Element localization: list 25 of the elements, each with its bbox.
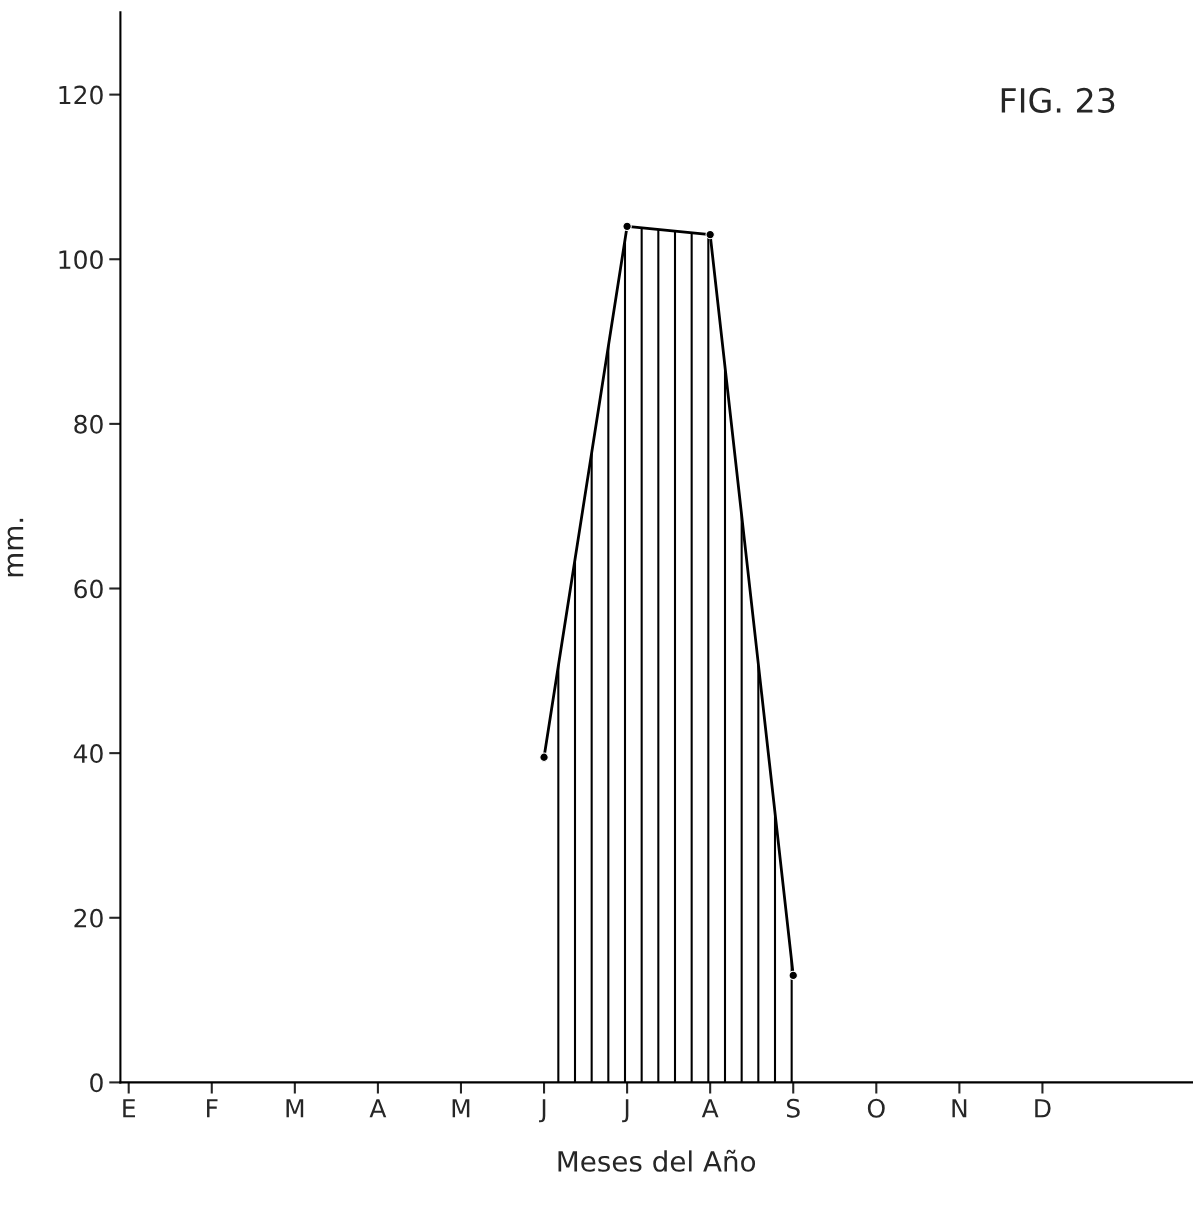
point xyxy=(788,970,798,981)
x-tick-label: O xyxy=(867,1098,885,1118)
annotation: FIG. 23 xyxy=(1001,87,1115,114)
x-axis-title: Meses del Año xyxy=(558,1149,756,1172)
x-tick-label: A xyxy=(701,1099,719,1118)
x-tick-label: A xyxy=(369,1099,387,1118)
x-tick-label: M xyxy=(452,1099,470,1118)
point xyxy=(622,221,632,232)
y-tick-label: 100 xyxy=(59,250,103,270)
y-tick-label: 60 xyxy=(74,579,103,599)
y-tick-label: 0 xyxy=(90,1073,103,1093)
x-tick-label: F xyxy=(207,1099,218,1118)
y-tick-label: 80 xyxy=(74,414,103,434)
x-tick-label: S xyxy=(786,1098,800,1118)
y-tick-label: 120 xyxy=(59,85,103,105)
x-tick-label: M xyxy=(286,1099,304,1118)
y-tick-label: 40 xyxy=(73,744,103,763)
y-axis-title: mm. xyxy=(7,518,24,577)
x-tick-label: J xyxy=(622,1099,629,1123)
x-tick-label: E xyxy=(123,1099,135,1118)
y-tick-label: 20 xyxy=(74,908,103,928)
x-tick-label: D xyxy=(1035,1099,1051,1118)
point xyxy=(539,752,549,762)
x-tick-label: J xyxy=(539,1099,546,1123)
x-tick-label: N xyxy=(952,1099,967,1118)
